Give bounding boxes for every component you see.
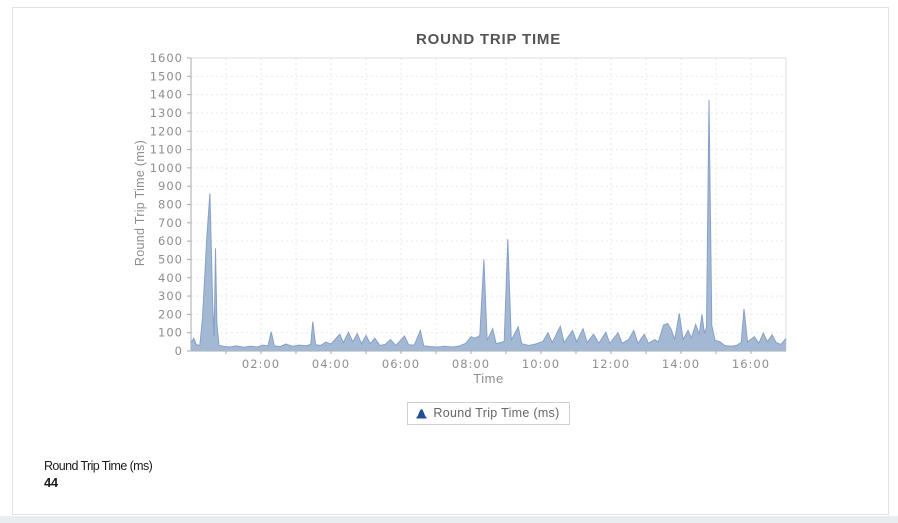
footer-metric: Round Trip Time (ms) 44	[44, 459, 153, 490]
x-tick-label: 08:00	[452, 357, 490, 371]
y-tick-label: 200	[158, 307, 183, 321]
chart-canvas[interactable]: 0 100 200 300 400 500 600 700 800 900 1000 1100 1200…	[121, 48, 792, 378]
y-tick-label: 400	[158, 271, 183, 285]
y-tick-label: 600	[158, 234, 183, 248]
y-tick-label: 100	[158, 326, 183, 340]
x-tick-label: 04:00	[312, 357, 350, 371]
y-tick-label: 1400	[150, 88, 183, 102]
x-tick-label: 12:00	[592, 357, 630, 371]
x-tick-label: 10:00	[522, 357, 560, 371]
legend-item-round-trip-time[interactable]: Round Trip Time (ms)	[407, 402, 570, 425]
y-tick-label: 500	[158, 252, 183, 266]
rtt-series-line	[190, 100, 787, 348]
chart-title: ROUND TRIP TIME	[415, 31, 562, 48]
y-tick-label: 1000	[150, 161, 183, 175]
y-tick-label: 300	[158, 289, 183, 303]
y-tick-label: 800	[158, 198, 183, 212]
footer-metric-value: 44	[44, 475, 58, 490]
y-axis-title: Round Trip Time (ms)	[133, 139, 147, 267]
area-series-marker-icon	[416, 408, 427, 418]
y-tick-label: 1200	[150, 124, 183, 138]
rtt-area-series[interactable]	[191, 100, 786, 351]
y-tick-label: 1500	[150, 69, 183, 83]
y-tick-label: 1100	[150, 143, 183, 157]
legend-row: Round Trip Time (ms)	[191, 402, 786, 425]
y-tick-label: 0	[175, 344, 183, 358]
x-tick-label: 14:00	[662, 357, 700, 371]
x-tick-label: 06:00	[382, 357, 420, 371]
bottom-strip	[0, 516, 898, 523]
legend-label: Round Trip Time (ms)	[433, 406, 560, 420]
x-tick-label: 16:00	[732, 357, 770, 371]
y-tick-label: 700	[158, 216, 183, 230]
footer-metric-label: Round Trip Time (ms)	[44, 459, 153, 473]
y-tick-label: 1300	[150, 106, 183, 120]
y-tick-label: 1600	[150, 51, 183, 65]
chart-card: ROUND TRIP TIME 0 100 200 300 400 500 600 700 80…	[12, 7, 889, 515]
x-axis-title: Time	[473, 371, 504, 386]
x-tick-label: 02:00	[242, 357, 280, 371]
y-tick-label: 900	[158, 179, 183, 193]
